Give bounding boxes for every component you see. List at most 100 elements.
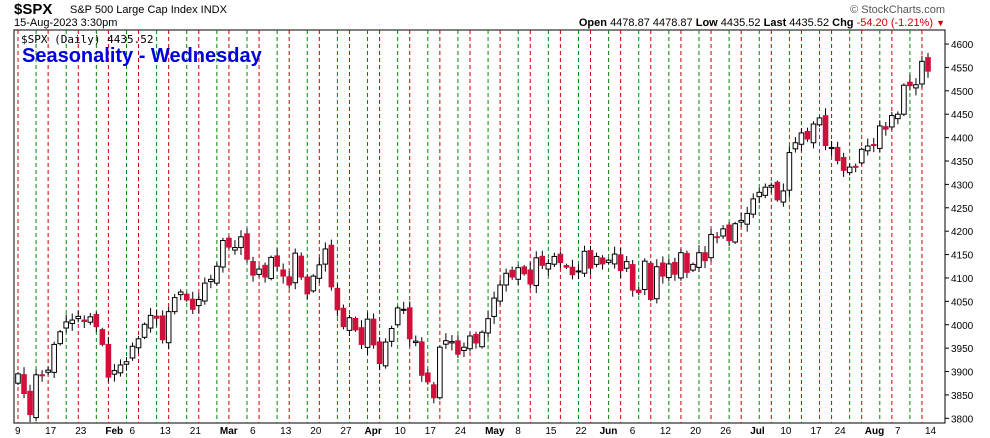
candle-body: [858, 148, 865, 164]
candle-body: [147, 314, 154, 329]
candle-body: [623, 261, 630, 269]
candle-body: [334, 287, 341, 311]
candle-body: [864, 145, 871, 152]
x-tick-label: 6: [130, 426, 136, 437]
candle-body: [280, 269, 286, 277]
candle-body: [93, 314, 100, 328]
candle-body: [202, 282, 208, 302]
candle-body: [654, 266, 660, 300]
open-label: Open: [578, 17, 607, 29]
candle-body: [340, 307, 347, 328]
candle-body: [195, 298, 202, 307]
candle-body: [726, 224, 732, 242]
candle-body: [27, 390, 33, 416]
candle-body: [214, 265, 220, 284]
x-tick-label: 27: [340, 426, 352, 437]
y-tick-label: 4100: [951, 274, 974, 285]
low-label: Low: [695, 17, 718, 29]
candle-body: [822, 115, 829, 147]
y-tick-label: 4150: [951, 251, 974, 262]
x-tick-label: 6: [250, 426, 256, 437]
candle-body: [666, 263, 672, 279]
candle-body: [238, 236, 244, 249]
candle-body: [467, 335, 473, 350]
high-value: 4478.87: [652, 17, 693, 29]
candle-body: [750, 198, 757, 215]
candle-body: [286, 276, 292, 286]
y-tick-label: 4300: [951, 180, 974, 191]
x-tick-label: 12: [660, 426, 672, 437]
candle-body: [406, 307, 413, 340]
x-tick-label: 22: [575, 426, 587, 437]
candle-body: [780, 190, 787, 203]
candle-body: [569, 266, 576, 276]
candle-body: [473, 333, 479, 344]
x-tick-label: 7: [895, 426, 901, 437]
candle-body: [901, 84, 907, 115]
date-label: 15-Aug-2023 3:30pm: [14, 17, 118, 29]
candle-body: [690, 263, 696, 271]
candle-body: [105, 343, 112, 378]
candle-body: [798, 132, 805, 145]
candle-body: [828, 146, 835, 150]
candle-body: [111, 370, 118, 375]
chart-annotation: Seasonality - Wednesday: [22, 45, 262, 67]
x-tick-label: 6: [630, 426, 636, 437]
candle-body: [117, 364, 124, 374]
y-tick-label: 4500: [951, 87, 974, 98]
brand-label: © StockCharts.com: [850, 4, 945, 16]
candle-body: [714, 236, 720, 239]
x-tick-label: 9: [15, 426, 21, 437]
y-tick-label: 4050: [951, 297, 974, 308]
candle-body: [256, 268, 262, 275]
candle-body: [298, 255, 305, 278]
plot-area: [13, 29, 946, 424]
last-value: 4435.52: [789, 17, 830, 29]
candle-body: [786, 152, 793, 191]
candle-body: [732, 223, 738, 243]
candle-body: [895, 113, 901, 120]
candle-body: [165, 311, 172, 344]
candle-body: [660, 262, 666, 277]
candle-body: [159, 315, 166, 341]
candle-body: [15, 373, 21, 384]
candle-body: [316, 264, 323, 279]
candle-body: [852, 165, 859, 168]
candle-body: [81, 319, 88, 322]
candle-body: [129, 345, 136, 359]
x-tick-label: 24: [455, 426, 467, 437]
x-tick-label: Jun: [600, 426, 618, 437]
y-tick-label: 3800: [951, 414, 974, 425]
x-tick-label: Apr: [365, 426, 382, 437]
candle-body: [262, 264, 268, 278]
candle-body: [907, 81, 913, 87]
candle-body: [358, 327, 365, 345]
candle-body: [605, 259, 612, 263]
candle-body: [804, 130, 811, 140]
candle-body: [708, 233, 714, 259]
candle-body: [527, 269, 534, 285]
x-tick-label: 14: [925, 426, 937, 437]
candle-body: [834, 146, 841, 162]
candle-body: [153, 315, 160, 319]
chg-value: -54.20 (-1.21%): [856, 17, 934, 29]
y-tick-label: 4600: [951, 40, 974, 51]
candle-body: [123, 361, 130, 365]
x-tick-label: 17: [810, 426, 822, 437]
x-tick-label: 15: [545, 426, 557, 437]
candle-body: [382, 341, 389, 367]
candle-body: [913, 84, 919, 89]
candle-body: [557, 253, 564, 264]
candle-body: [135, 338, 142, 349]
candle-body: [449, 341, 455, 344]
candle-body: [45, 369, 51, 373]
candle-body: [521, 266, 528, 275]
candle-body: [250, 260, 256, 276]
candle-body: [744, 212, 751, 225]
y-tick-label: 4250: [951, 204, 974, 215]
candle-body: [394, 307, 401, 326]
candle-body: [563, 265, 570, 268]
candle-body: [431, 384, 437, 399]
candle-body: [208, 278, 214, 283]
